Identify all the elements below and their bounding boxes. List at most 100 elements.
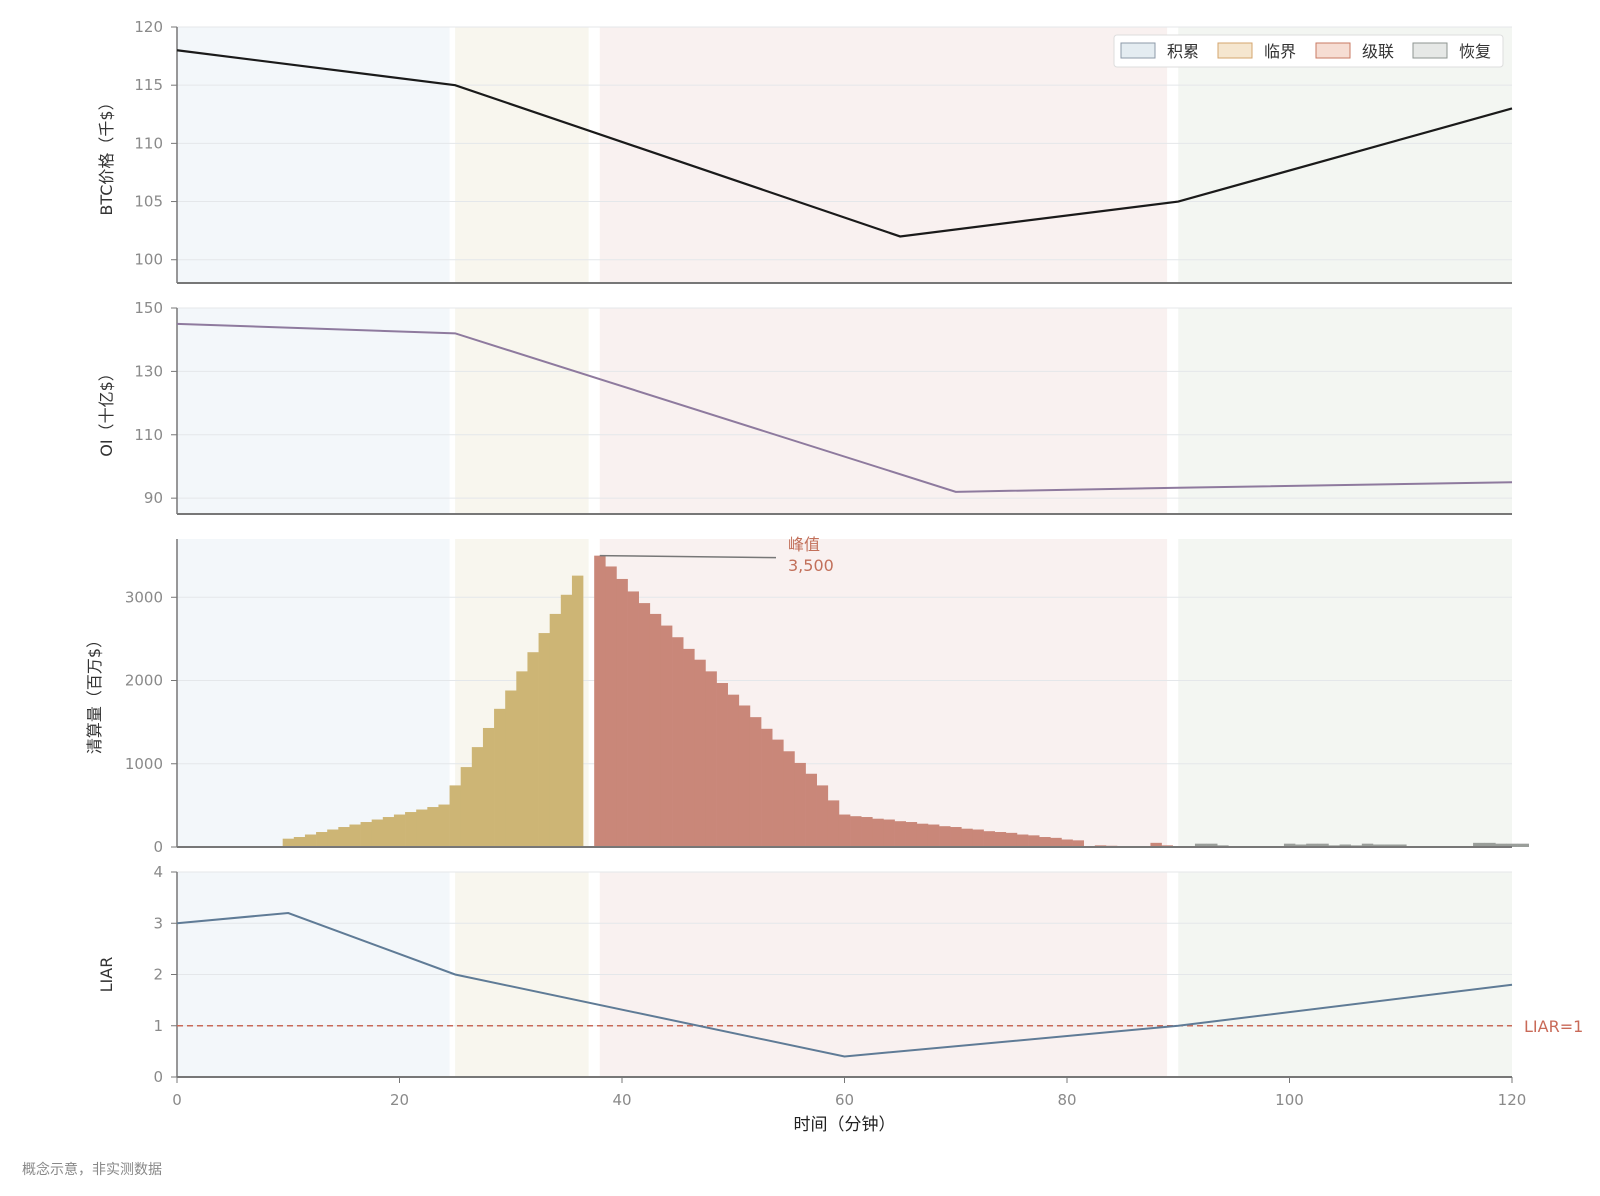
legend-label-3: 级联	[1362, 42, 1394, 61]
liquidation-bar	[393, 814, 406, 847]
liquidation-bar	[1005, 832, 1018, 847]
liquidation-bar	[560, 594, 573, 847]
phase-band-3	[599, 308, 1168, 514]
y-tick-label: 110	[134, 426, 163, 444]
liquidation-bar	[660, 625, 673, 847]
liquidation-bar	[327, 829, 339, 847]
y-tick-label: 120	[134, 18, 163, 36]
liquidation-bar	[1306, 843, 1318, 847]
liquidation-bar	[449, 785, 461, 847]
liquidation-bar	[1361, 843, 1374, 847]
liquidation-bar	[360, 822, 372, 847]
liquidation-bar	[1016, 834, 1029, 847]
liquidation-bar	[571, 575, 584, 847]
reference-label: LIAR=1	[1524, 1017, 1583, 1036]
series-line	[176, 911, 1513, 1058]
liquidation-bar	[672, 637, 684, 847]
liquidation-bar	[805, 773, 817, 847]
x-tick-label: 20	[390, 1091, 409, 1109]
y-axis-label: 清算量（百万$）	[85, 632, 104, 754]
liquidation-bar	[1484, 842, 1496, 847]
y-tick-label: 3000	[125, 588, 163, 606]
liquidation-bar	[471, 747, 484, 847]
liquidation-bar	[505, 690, 517, 847]
y-tick-label: 90	[144, 489, 163, 507]
y-tick-label: 4	[153, 863, 163, 881]
liquidation-bar	[883, 819, 895, 847]
liquidation-bar	[627, 591, 639, 847]
liquidation-bar	[638, 603, 651, 847]
liquidation-bar	[1072, 840, 1084, 847]
liquidation-bar	[405, 812, 417, 847]
liquidation-bar	[605, 566, 617, 847]
liquidation-bar	[549, 613, 562, 847]
y-tick-label: 105	[134, 193, 163, 211]
liquidation-bar	[772, 739, 784, 847]
chart-panel-2: 90 110 130 150 OI（十亿$）	[97, 299, 1513, 515]
liquidation-bar	[304, 834, 317, 847]
y-axis-label: LIAR	[97, 957, 116, 993]
liquidation-bar	[694, 659, 706, 847]
x-axis: 0 20 40 60 80 100 120 时间（分钟）	[172, 1077, 1526, 1135]
liquidation-bar	[927, 824, 940, 847]
liquidation-bar	[416, 809, 428, 847]
liquidation-bar	[1372, 844, 1385, 847]
phase-band-2	[455, 308, 589, 514]
liquidation-bar	[749, 717, 762, 847]
liquidation-bar	[716, 683, 728, 847]
liquidation-bar	[916, 823, 929, 847]
x-tick-label: 100	[1275, 1091, 1304, 1109]
liquidation-bar	[838, 814, 851, 847]
liquidation-bar	[594, 555, 606, 847]
liquidation-bar	[1317, 843, 1329, 847]
legend-swatch-1	[1120, 42, 1156, 59]
liquidation-bar	[761, 728, 773, 847]
legend-swatch-3	[1315, 42, 1351, 59]
liquidation-bar	[816, 785, 829, 847]
x-tick-label: 60	[835, 1091, 854, 1109]
chart-panel-4: 0 1 2 3 4 LIAR LIAR=1	[97, 863, 1583, 1086]
phase-band-4	[1178, 308, 1512, 514]
liquidation-bar	[482, 727, 495, 847]
liquidation-bar	[683, 648, 695, 847]
chart-panel-1: 100 105 110 115 120 BTC价格（千$） 积累 临界 级联 恢复	[97, 18, 1513, 284]
phase-band-1	[177, 539, 450, 847]
phase-band-1	[177, 308, 450, 514]
liquidation-bar	[382, 817, 395, 847]
y-tick-label: 3	[153, 914, 163, 932]
legend-label-2: 临界	[1264, 42, 1296, 61]
y-tick-label: 150	[134, 299, 163, 317]
liquidation-bar	[1473, 842, 1485, 847]
x-tick-label: 0	[172, 1091, 182, 1109]
liquidation-bar	[872, 818, 884, 847]
y-tick-label: 0	[153, 838, 163, 856]
liquidation-bar	[316, 832, 328, 847]
liquidation-bar	[1339, 844, 1351, 847]
y-tick-label: 130	[134, 362, 163, 380]
legend-label-1: 积累	[1167, 42, 1199, 61]
legend-label-4: 恢复	[1459, 42, 1491, 61]
liquidation-bar	[994, 832, 1007, 847]
liquidation-bar	[827, 800, 840, 847]
x-tick-label: 120	[1498, 1091, 1527, 1109]
y-tick-label: 2000	[125, 672, 163, 690]
liquidation-bar	[1506, 843, 1518, 847]
liquidation-bar	[538, 633, 550, 847]
liquidation-bar	[939, 826, 951, 847]
liquidation-bar	[1061, 839, 1073, 847]
liquidation-bar	[438, 804, 450, 847]
annotation-value: 3,500	[788, 556, 834, 575]
phase-band-2	[455, 27, 589, 283]
x-axis-label: 时间（分钟）	[794, 1115, 896, 1135]
liquidation-bar	[1050, 837, 1062, 847]
liquidation-bar	[516, 671, 528, 847]
liquidation-bar	[950, 827, 962, 847]
liquidation-bar	[1495, 843, 1507, 847]
liquidation-bar	[850, 816, 862, 847]
liquidation-bar	[738, 705, 751, 847]
liquidation-bar	[894, 821, 906, 847]
liquidation-bar	[705, 671, 717, 847]
liquidation-bar	[1283, 843, 1296, 847]
